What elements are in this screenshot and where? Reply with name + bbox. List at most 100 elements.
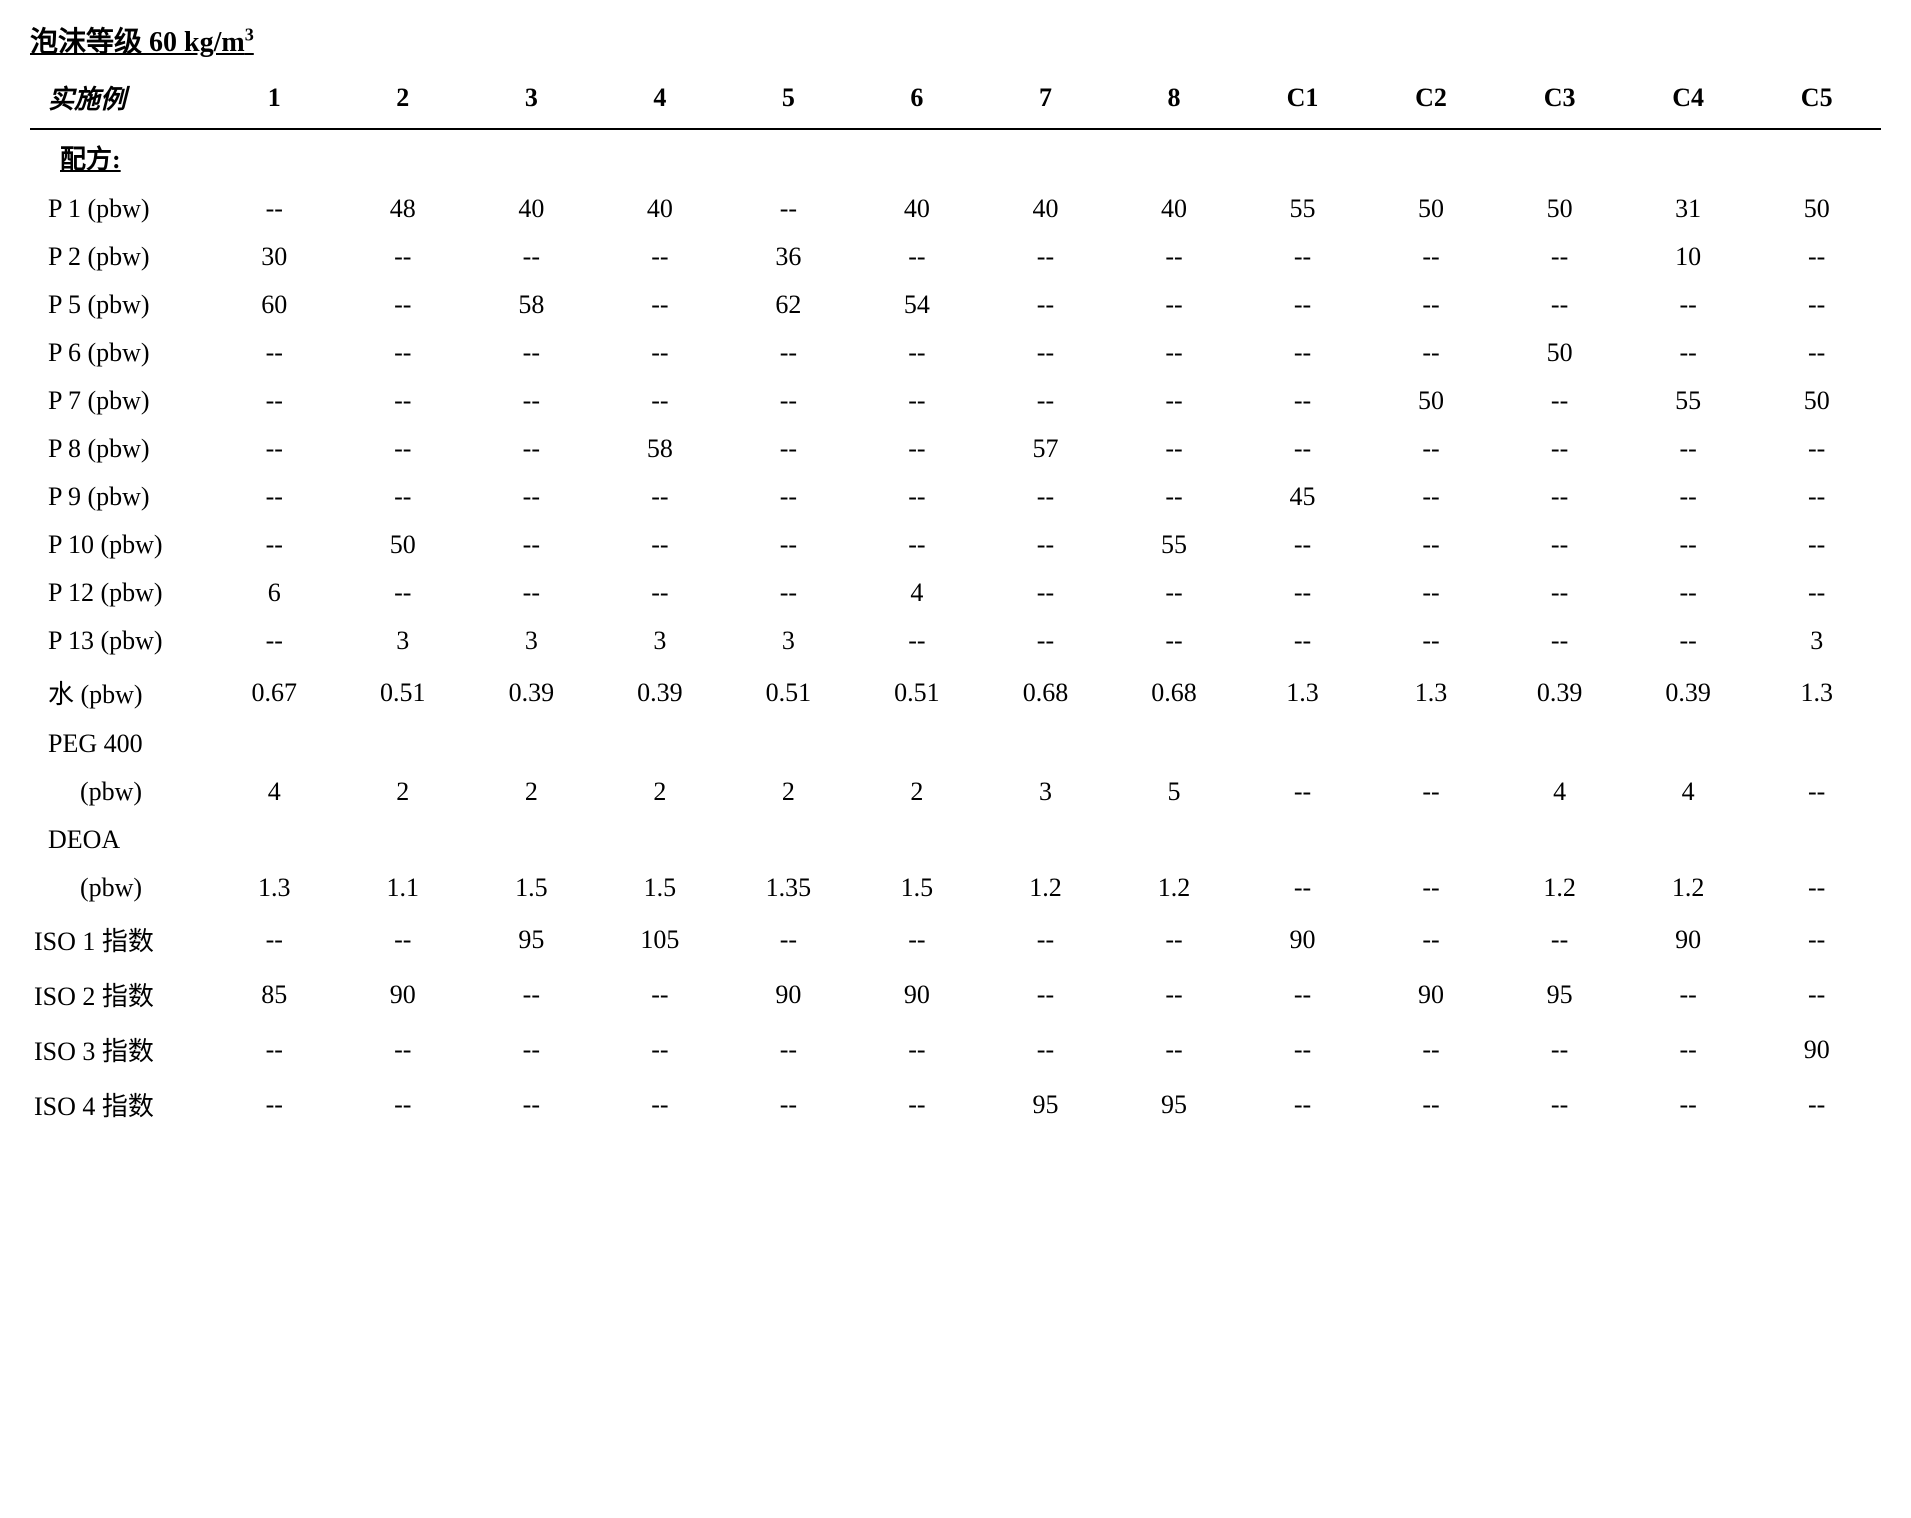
cell: -- [853,1022,982,1077]
cell: 85 [210,967,339,1022]
cell: 0.68 [1110,665,1239,720]
cell: -- [1110,233,1239,281]
cell: 4 [853,569,982,617]
row-label: DEOA [30,816,210,864]
cell: -- [1752,473,1881,521]
cell: 0.39 [467,665,596,720]
header-col-9: C1 [1238,70,1367,129]
cell: -- [339,1022,468,1077]
cell: -- [596,1022,725,1077]
cell: -- [210,185,339,233]
cell: -- [981,233,1110,281]
cell: -- [1110,1022,1239,1077]
cell: -- [1624,1022,1753,1077]
cell: 90 [1238,912,1367,967]
cell: 40 [981,185,1110,233]
table-row: 水 (pbw)0.670.510.390.390.510.510.680.681… [30,665,1881,720]
cell: -- [596,377,725,425]
cell: -- [1238,425,1367,473]
cell: 40 [596,185,725,233]
cell [1238,720,1367,768]
cell: -- [339,473,468,521]
cell: -- [1367,768,1496,816]
cell: -- [1238,1022,1367,1077]
cell: -- [1110,425,1239,473]
cell: 90 [1752,1022,1881,1077]
row-label: (pbw) [30,768,210,816]
row-label: P 1 (pbw) [30,185,210,233]
cell: 50 [1752,377,1881,425]
cell: 1.5 [467,864,596,912]
cell: -- [724,329,853,377]
cell: 40 [853,185,982,233]
cell: -- [1752,281,1881,329]
table-row: ISO 4 指数------------9595---------- [30,1077,1881,1132]
cell: -- [467,1077,596,1132]
cell: -- [1367,473,1496,521]
cell: -- [1367,281,1496,329]
cell: -- [981,473,1110,521]
header-col-11: C3 [1495,70,1624,129]
cell: 2 [853,768,982,816]
cell: -- [1110,912,1239,967]
cell: -- [1624,569,1753,617]
cell: -- [981,569,1110,617]
cell: 2 [467,768,596,816]
cell [1367,720,1496,768]
section-header-cell: 配方: [30,129,1881,185]
cell: -- [1367,1022,1496,1077]
row-label: P 13 (pbw) [30,617,210,665]
cell: -- [981,617,1110,665]
table-row: P 10 (pbw)--50----------55---------- [30,521,1881,569]
cell: 2 [724,768,853,816]
cell: 1.1 [339,864,468,912]
cell: 6 [210,569,339,617]
cell: -- [853,233,982,281]
cell: 1.3 [1367,665,1496,720]
header-col-7: 7 [981,70,1110,129]
cell: -- [596,473,725,521]
cell: -- [1624,329,1753,377]
cell: -- [1367,864,1496,912]
cell: -- [1752,912,1881,967]
cell: -- [596,967,725,1022]
cell: 30 [210,233,339,281]
cell: 31 [1624,185,1753,233]
cell: -- [1238,864,1367,912]
cell: -- [1495,377,1624,425]
cell: -- [596,569,725,617]
cell: -- [1495,1077,1624,1132]
cell: -- [467,377,596,425]
cell [981,720,1110,768]
data-table: 实施例 12345678C1C2C3C4C5 配方: P 1 (pbw)--48… [30,70,1881,1132]
cell: -- [1367,617,1496,665]
cell [853,816,982,864]
cell: -- [1624,967,1753,1022]
cell: -- [981,967,1110,1022]
cell [210,720,339,768]
cell: 58 [467,281,596,329]
cell: 1.2 [981,864,1110,912]
cell: -- [1752,425,1881,473]
cell: 3 [1752,617,1881,665]
table-row: P 8 (pbw)------58----57------------ [30,425,1881,473]
table-row: P 13 (pbw)--3333--------------3 [30,617,1881,665]
cell: 48 [339,185,468,233]
cell: 36 [724,233,853,281]
cell: 105 [596,912,725,967]
cell: 58 [596,425,725,473]
cell: -- [467,1022,596,1077]
cell: -- [1238,521,1367,569]
cell: -- [1110,473,1239,521]
cell [1495,816,1624,864]
cell: 60 [210,281,339,329]
cell: -- [339,425,468,473]
row-label: P 5 (pbw) [30,281,210,329]
cell: -- [596,233,725,281]
cell [724,720,853,768]
cell: -- [1495,521,1624,569]
section-label: 配方: [60,145,121,174]
cell: 4 [210,768,339,816]
cell: -- [210,473,339,521]
cell: -- [1238,281,1367,329]
